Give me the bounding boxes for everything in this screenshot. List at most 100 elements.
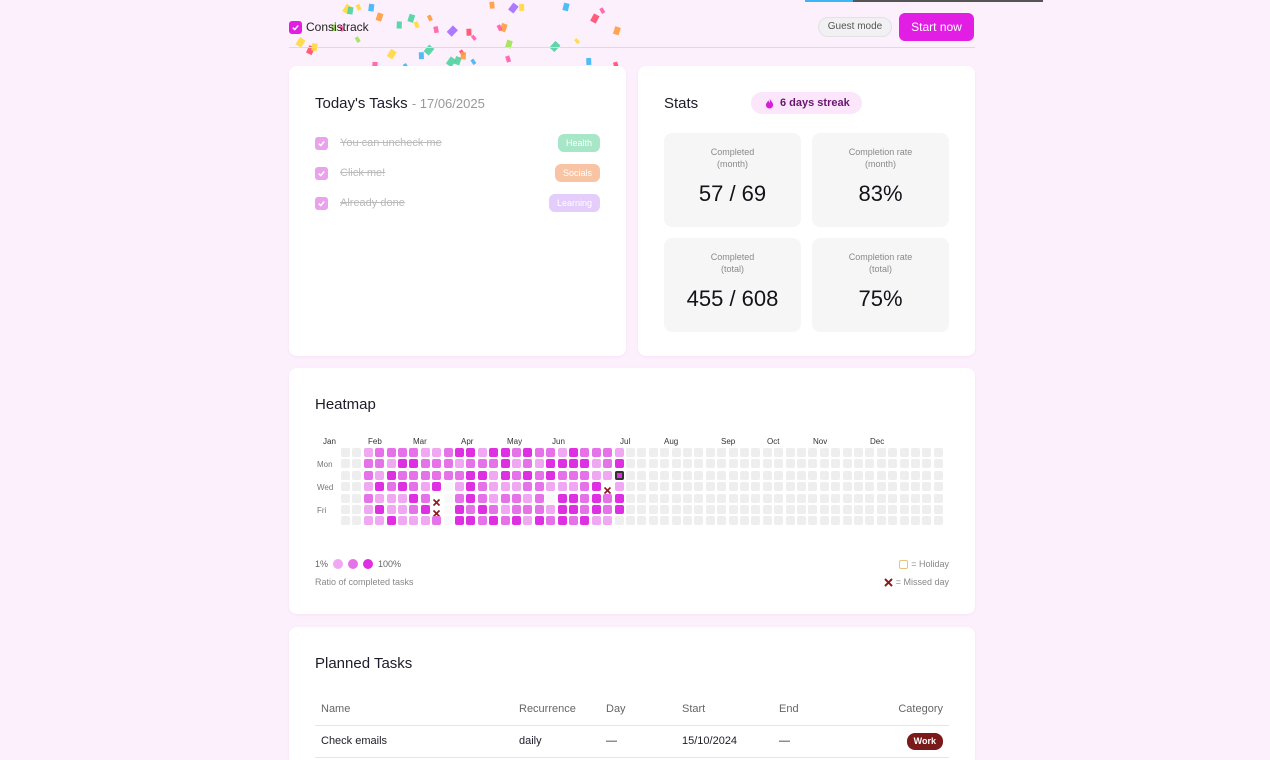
heatmap-cell[interactable]: [751, 459, 761, 469]
heatmap-cell[interactable]: [546, 448, 556, 457]
heatmap-cell[interactable]: [888, 516, 898, 526]
heatmap-cell[interactable]: [922, 505, 932, 514]
task-label[interactable]: You can uncheck me: [340, 137, 442, 149]
heatmap-cell[interactable]: [922, 448, 932, 457]
heatmap-cell[interactable]: [888, 482, 898, 492]
heatmap-cell[interactable]: [911, 448, 920, 457]
heatmap-cell[interactable]: [728, 505, 738, 514]
heatmap-cell[interactable]: [842, 493, 852, 503]
heatmap-cell[interactable]: [512, 516, 521, 526]
heatmap-cell[interactable]: [432, 516, 442, 526]
heatmap-cell[interactable]: [865, 470, 875, 480]
heatmap-cell[interactable]: [842, 448, 852, 457]
heatmap-cell[interactable]: [899, 482, 909, 492]
brand[interactable]: Consistrack: [289, 20, 369, 34]
heatmap-cell[interactable]: [341, 482, 350, 492]
heatmap-cell[interactable]: [455, 505, 464, 514]
heatmap-cell[interactable]: [443, 448, 453, 457]
heatmap-cell[interactable]: [728, 516, 738, 526]
heatmap-cell[interactable]: [512, 493, 521, 503]
heatmap-cell[interactable]: [808, 470, 818, 480]
heatmap-cell[interactable]: [603, 448, 613, 457]
heatmap-cell[interactable]: [455, 516, 464, 526]
heatmap-cell[interactable]: [728, 459, 738, 469]
heatmap-cell[interactable]: [557, 516, 567, 526]
heatmap-cell[interactable]: [398, 459, 407, 469]
heatmap-cell[interactable]: [626, 459, 635, 469]
heatmap-cell[interactable]: [637, 470, 647, 480]
heatmap-cell[interactable]: [933, 448, 943, 457]
heatmap-cell[interactable]: [705, 448, 715, 457]
task-checkbox[interactable]: [315, 197, 328, 210]
heatmap-cell[interactable]: [341, 493, 350, 503]
heatmap-cell[interactable]: [694, 448, 704, 457]
heatmap-cell[interactable]: [808, 459, 818, 469]
heatmap-cell[interactable]: [808, 516, 818, 526]
heatmap-cell[interactable]: [842, 470, 852, 480]
heatmap-cell[interactable]: [831, 470, 841, 480]
heatmap-cell[interactable]: [648, 470, 658, 480]
heatmap-cell[interactable]: [922, 516, 932, 526]
heatmap-cell[interactable]: [614, 459, 624, 469]
heatmap-cell[interactable]: [660, 459, 670, 469]
heatmap-cell[interactable]: [774, 493, 784, 503]
heatmap-cell[interactable]: [557, 448, 567, 457]
heatmap-cell[interactable]: [375, 448, 385, 457]
heatmap-cell[interactable]: [375, 459, 385, 469]
heatmap-cell[interactable]: [591, 493, 601, 503]
heatmap-cell[interactable]: [819, 493, 829, 503]
heatmap-cell[interactable]: [466, 448, 476, 457]
heatmap-cell[interactable]: [819, 459, 829, 469]
heatmap-cell[interactable]: [409, 459, 419, 469]
heatmap-cell[interactable]: [785, 470, 795, 480]
heatmap-cell[interactable]: [557, 493, 567, 503]
heatmap-cell[interactable]: [614, 493, 624, 503]
heatmap-cell[interactable]: [420, 493, 430, 503]
heatmap-cell[interactable]: [842, 482, 852, 492]
heatmap-cell[interactable]: [831, 516, 841, 526]
heatmap-cell[interactable]: [865, 459, 875, 469]
heatmap-cell[interactable]: [455, 459, 464, 469]
heatmap-cell[interactable]: [375, 493, 385, 503]
heatmap-cell[interactable]: [876, 516, 886, 526]
heatmap-cell[interactable]: [774, 459, 784, 469]
heatmap-cell[interactable]: [762, 459, 772, 469]
heatmap-cell[interactable]: [865, 505, 875, 514]
heatmap-cell[interactable]: [660, 482, 670, 492]
heatmap-cell[interactable]: [591, 505, 601, 514]
heatmap-cell[interactable]: [648, 493, 658, 503]
heatmap-cell[interactable]: [854, 448, 863, 457]
heatmap-cell[interactable]: [466, 493, 476, 503]
heatmap-cell[interactable]: [534, 448, 544, 457]
heatmap-cell[interactable]: [614, 470, 624, 480]
heatmap-cell[interactable]: [512, 482, 521, 492]
heatmap-cell[interactable]: [341, 459, 350, 469]
heatmap-cell[interactable]: [671, 516, 681, 526]
heatmap-cell[interactable]: [398, 482, 407, 492]
heatmap-cell[interactable]: [534, 505, 544, 514]
heatmap-cell[interactable]: [717, 493, 727, 503]
heatmap-cell[interactable]: [899, 448, 909, 457]
heatmap-cell[interactable]: [523, 493, 533, 503]
heatmap-cell[interactable]: [443, 516, 453, 526]
heatmap-cell[interactable]: [751, 470, 761, 480]
heatmap-cell[interactable]: [443, 482, 453, 492]
heatmap-cell[interactable]: [534, 493, 544, 503]
heatmap-cell[interactable]: [831, 505, 841, 514]
heatmap-cell[interactable]: [352, 516, 362, 526]
heatmap-cell[interactable]: [637, 516, 647, 526]
heatmap-cell[interactable]: [489, 516, 499, 526]
heatmap-cell[interactable]: [762, 470, 772, 480]
heatmap-cell[interactable]: [546, 459, 556, 469]
heatmap-cell[interactable]: [808, 448, 818, 457]
heatmap-cell[interactable]: [363, 493, 373, 503]
heatmap-cell[interactable]: [420, 516, 430, 526]
heatmap-cell[interactable]: [808, 505, 818, 514]
heatmap-cell[interactable]: [831, 482, 841, 492]
heatmap-cell[interactable]: [705, 505, 715, 514]
heatmap-cell[interactable]: [671, 505, 681, 514]
heatmap-cell[interactable]: [386, 448, 396, 457]
heatmap-cell[interactable]: [728, 493, 738, 503]
heatmap-cell[interactable]: [432, 470, 442, 480]
heatmap-cell[interactable]: [819, 516, 829, 526]
